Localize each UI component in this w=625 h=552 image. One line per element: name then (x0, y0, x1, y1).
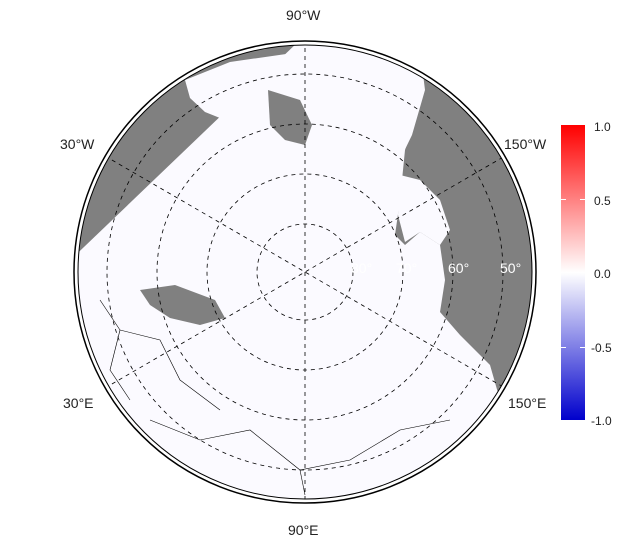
gray-peninsula (140, 285, 225, 325)
latitude-label-60: 60° (448, 260, 470, 276)
map-inner-border (77, 44, 533, 500)
meridian-label-top: 90°W (286, 7, 321, 23)
meridian-label-bottom: 90°E (288, 522, 319, 538)
gray-island-hudson (268, 90, 312, 145)
colorbar-label-min: -1.0 (591, 414, 612, 428)
meridian-label-lower-left: 30°E (63, 395, 94, 411)
latitude-label-70: 70° (396, 260, 418, 276)
meridian-label-upper-right: 150°W (504, 136, 547, 152)
meridian-label-lower-right: 150°E (508, 395, 547, 411)
colorbar-label-half: 0.5 (594, 194, 611, 208)
meridian-label-upper-left: 30°W (60, 136, 95, 152)
colorbar-label-max: 1.0 (594, 120, 611, 134)
graticule (104, 45, 506, 499)
colorbar-label-zero: 0.0 (594, 267, 611, 281)
colorbar-label-neg-half: -0.5 (591, 341, 612, 355)
white-region-coast-east (398, 175, 450, 245)
white-region-greenland (205, 168, 290, 250)
latitude-label-50: 50° (500, 260, 522, 276)
latitude-label-80: 80° (351, 260, 373, 276)
colorbar (561, 125, 585, 420)
